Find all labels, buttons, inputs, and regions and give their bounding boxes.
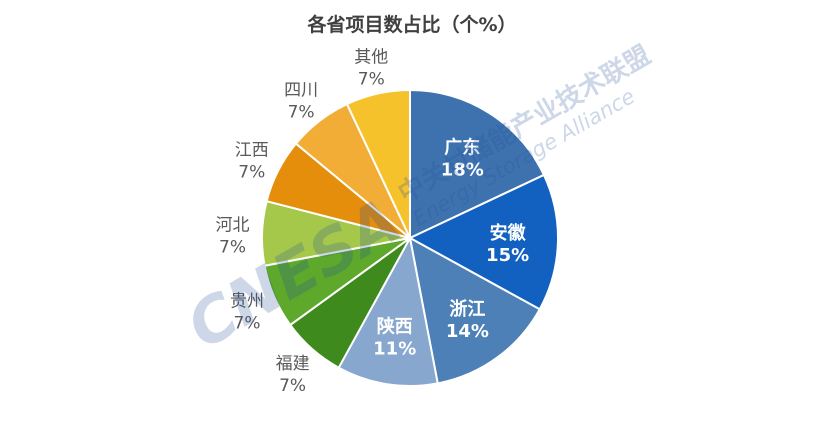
slice-10 — [345, 88, 411, 239]
slice-4-value-label: 11% — [373, 339, 416, 360]
slice-9-name-label: 四川 — [284, 81, 318, 101]
chart-title: 各省项目数占比（个%） — [307, 14, 517, 36]
slice-4 — [337, 235, 439, 387]
slice-2-name-label: 安徽 — [490, 222, 527, 244]
slice-8-value-label: 7% — [238, 162, 265, 182]
slice-6-name-label: 贵州 — [230, 292, 264, 312]
slice-3-value-label: 14% — [446, 321, 489, 342]
slice-3-name-label: 浙江 — [449, 298, 485, 320]
slice-5-value-label: 7% — [279, 376, 306, 396]
slice-10-name-label: 其他 — [354, 48, 388, 68]
slice-8-name-label: 江西 — [235, 140, 269, 160]
slice-1-name-label: 广东 — [444, 137, 480, 159]
slice-4-name-label: 陕西 — [377, 316, 413, 338]
slice-2 — [407, 173, 559, 311]
slice-1-value-label: 18% — [441, 160, 484, 181]
slice-3 — [408, 236, 542, 385]
slice-7-name-label: 河北 — [216, 215, 250, 235]
slice-9-value-label: 7% — [288, 103, 315, 123]
slice-1 — [409, 88, 546, 240]
slice-2-value-label: 15% — [486, 245, 529, 266]
slice-7-value-label: 7% — [219, 237, 246, 257]
slice-10-value-label: 7% — [358, 70, 385, 90]
slice-6-value-label: 7% — [234, 314, 261, 334]
slice-5-name-label: 福建 — [276, 354, 310, 374]
